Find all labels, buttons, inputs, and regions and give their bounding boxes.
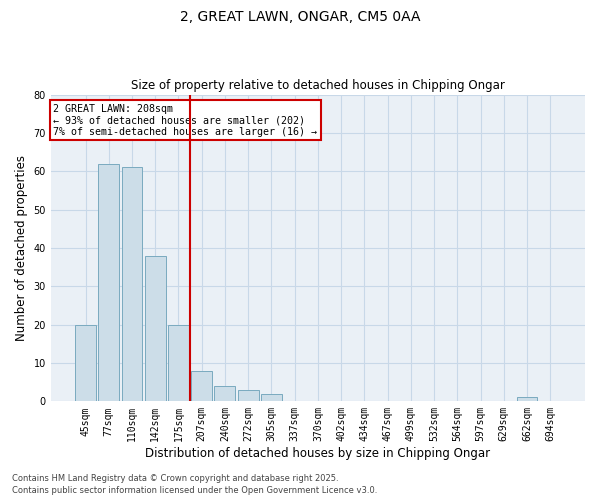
Bar (214, 386, 235, 402)
Bar (122, 168, 142, 402)
Bar (191, 370, 212, 402)
Y-axis label: Number of detached properties: Number of detached properties (15, 155, 28, 341)
X-axis label: Distribution of detached houses by size in Chipping Ongar: Distribution of detached houses by size … (145, 447, 490, 460)
Title: Size of property relative to detached houses in Chipping Ongar: Size of property relative to detached ho… (131, 79, 505, 92)
Bar (168, 324, 189, 402)
Bar (238, 390, 259, 402)
Bar (98, 164, 119, 402)
Text: 2, GREAT LAWN, ONGAR, CM5 0AA: 2, GREAT LAWN, ONGAR, CM5 0AA (180, 10, 420, 24)
Text: Contains HM Land Registry data © Crown copyright and database right 2025.
Contai: Contains HM Land Registry data © Crown c… (12, 474, 377, 495)
Bar (145, 256, 166, 402)
Bar (75, 324, 96, 402)
Bar (517, 398, 538, 402)
Bar (261, 394, 282, 402)
Text: 2 GREAT LAWN: 208sqm
← 93% of detached houses are smaller (202)
7% of semi-detac: 2 GREAT LAWN: 208sqm ← 93% of detached h… (53, 104, 317, 137)
